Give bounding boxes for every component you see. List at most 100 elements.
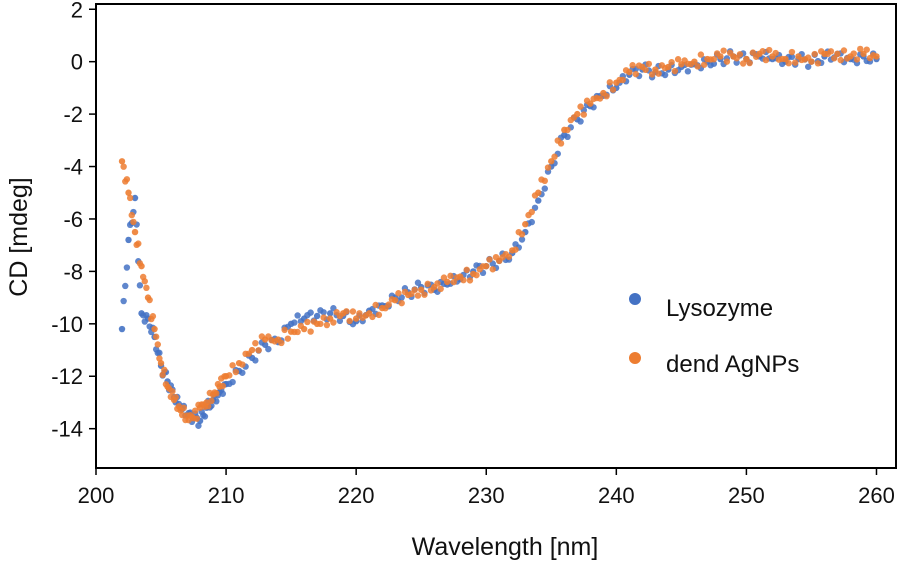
data-point-dend-agnps [352, 315, 360, 322]
data-point-dend-agnps [126, 194, 134, 202]
data-point-dend-agnps [294, 328, 301, 336]
data-point-dend-agnps [317, 320, 324, 328]
data-point-dend-agnps [551, 153, 558, 160]
data-point-dend-agnps [330, 319, 337, 326]
data-point-dend-agnps [544, 164, 552, 171]
data-point-dend-agnps [700, 61, 708, 68]
data-point-dend-agnps [369, 313, 376, 321]
data-point-dend-agnps [169, 388, 176, 395]
data-point-dend-agnps [483, 262, 490, 270]
data-point-dend-agnps [178, 411, 186, 419]
data-point-dend-agnps [349, 308, 357, 315]
data-point-dend-agnps [697, 51, 705, 58]
x-tick-label: 200 [78, 483, 115, 508]
y-tick-label: -4 [63, 155, 83, 180]
data-point-lysozyme [195, 422, 202, 429]
data-point-lysozyme [229, 378, 236, 386]
data-point-lysozyme [313, 312, 321, 320]
legend-marker-lysozyme [629, 293, 641, 305]
y-tick-label: -6 [63, 207, 83, 232]
data-point-dend-agnps [720, 47, 727, 54]
data-point-dend-agnps [596, 95, 604, 102]
data-point-dend-agnps [252, 339, 259, 347]
data-point-dend-agnps [668, 58, 675, 66]
data-point-dend-agnps [300, 325, 308, 333]
data-point-lysozyme [131, 194, 139, 202]
data-point-dend-agnps [603, 92, 610, 100]
x-tick-label: 250 [728, 483, 765, 508]
data-point-dend-agnps [248, 346, 256, 354]
data-point-dend-agnps [130, 218, 137, 226]
data-point-dend-agnps [808, 58, 815, 65]
data-point-dend-agnps [629, 62, 636, 69]
data-point-dend-agnps [466, 277, 474, 284]
data-point-dend-agnps [414, 292, 422, 299]
data-point-dend-agnps [151, 325, 158, 333]
data-point-dend-agnps [159, 371, 166, 379]
data-point-dend-agnps [208, 397, 215, 405]
data-point-dend-agnps [626, 68, 633, 76]
data-point-dend-agnps [489, 266, 496, 273]
data-point-dend-agnps [632, 70, 640, 78]
data-point-dend-agnps [564, 126, 571, 134]
data-point-dend-agnps [857, 45, 864, 53]
data-point-dend-agnps [762, 56, 770, 64]
data-point-dend-agnps [346, 317, 353, 325]
data-point-lysozyme [118, 325, 126, 333]
data-point-dend-agnps [827, 48, 835, 55]
data-point-dend-agnps [648, 71, 656, 78]
y-tick-label: -8 [63, 259, 83, 284]
data-point-dend-agnps [323, 321, 331, 329]
data-point-dend-agnps [204, 402, 212, 410]
data-point-dend-agnps [811, 50, 818, 58]
legend-label-dend-agnps: dend AgNPs [666, 351, 799, 378]
data-point-dend-agnps [580, 111, 588, 118]
data-point-lysozyme [326, 310, 334, 317]
data-point-dend-agnps [437, 285, 444, 293]
data-point-dend-agnps [125, 189, 132, 196]
data-point-dend-agnps [837, 56, 844, 64]
data-point-dend-agnps [398, 299, 405, 307]
data-point-dend-agnps [831, 55, 838, 62]
data-point-lysozyme [125, 236, 132, 244]
data-point-lysozyme [535, 197, 542, 204]
data-point-dend-agnps [528, 208, 535, 216]
data-point-dend-agnps [717, 53, 724, 60]
data-point-dend-agnps [135, 240, 142, 247]
data-point-dend-agnps [219, 382, 227, 390]
data-point-dend-agnps [505, 253, 513, 260]
data-point-dend-agnps [522, 221, 529, 228]
data-point-dend-agnps [141, 278, 148, 285]
data-point-dend-agnps [674, 56, 682, 63]
data-point-dend-agnps [372, 301, 379, 309]
data-point-lysozyme [320, 309, 327, 316]
legend-marker-dend-agnps [629, 352, 641, 364]
y-tick-label: 0 [71, 50, 83, 75]
data-point-lysozyme [804, 63, 812, 70]
data-point-lysozyme [414, 279, 422, 286]
data-point-lysozyme [733, 59, 740, 66]
data-point-dend-agnps [232, 368, 240, 376]
data-point-dend-agnps [239, 361, 246, 368]
data-point-dend-agnps [645, 60, 653, 68]
data-point-dend-agnps [434, 280, 441, 287]
data-point-dend-agnps [642, 66, 649, 74]
plot-frame [95, 3, 897, 469]
data-point-dend-agnps [853, 56, 861, 63]
data-point-dend-agnps [606, 79, 614, 86]
data-point-dend-agnps [395, 290, 402, 297]
data-point-dend-agnps [284, 335, 292, 342]
legend: Lysozyme dend AgNPs [629, 293, 799, 378]
data-point-dend-agnps [772, 49, 779, 57]
data-point-dend-agnps [444, 278, 451, 286]
data-point-lysozyme [156, 349, 163, 357]
y-tick-label: -14 [51, 417, 83, 442]
data-point-dend-agnps [665, 63, 672, 71]
data-point-dend-agnps [759, 48, 766, 55]
y-tick-label: -12 [51, 364, 83, 389]
data-point-dend-agnps [118, 158, 126, 165]
data-point-dend-agnps [548, 158, 555, 165]
data-point-dend-agnps [671, 67, 679, 75]
data-point-dend-agnps [131, 228, 139, 236]
data-point-dend-agnps [574, 110, 581, 118]
